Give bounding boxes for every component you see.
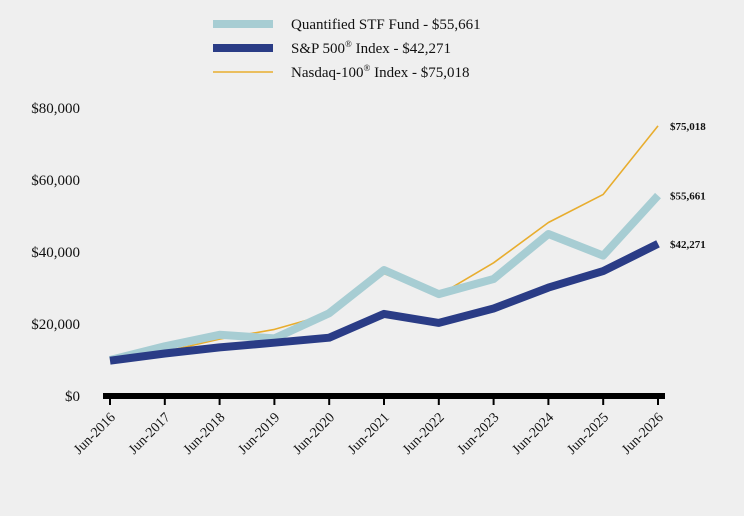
y-tick-label: $60,000 bbox=[31, 173, 80, 189]
y-tick-label: $40,000 bbox=[31, 245, 80, 261]
legend-label-2: Nasdaq-100® Index - $75,018 bbox=[291, 63, 469, 81]
x-tick-label: Jun-2017 bbox=[126, 410, 173, 457]
x-tick-label: Jun-2019 bbox=[236, 410, 283, 457]
end-label-2: $75,018 bbox=[670, 121, 706, 133]
y-tick-label: $0 bbox=[65, 389, 80, 405]
y-tick-label: $80,000 bbox=[31, 101, 80, 117]
x-axis: Jun-2016 Jun-2017 Jun-2018 Jun-2019 Jun-2020… bbox=[71, 393, 667, 458]
x-tick-label: Jun-2022 bbox=[400, 410, 447, 457]
plot-area bbox=[109, 125, 661, 365]
x-tick-label: Jun-2026 bbox=[619, 410, 666, 457]
x-tick-label: Jun-2018 bbox=[181, 410, 228, 457]
x-tick-label: Jun-2023 bbox=[455, 410, 502, 457]
x-tick-label: Jun-2021 bbox=[345, 410, 392, 457]
end-label-0: $55,661 bbox=[670, 191, 706, 203]
x-tick-label: Jun-2016 bbox=[71, 410, 118, 457]
legend-label-1: S&P 500® Index - $42,271 bbox=[291, 39, 451, 57]
x-tick-label: Jun-2025 bbox=[565, 410, 612, 457]
legend: Quantified STF Fund - $55,661 S&P 500® In… bbox=[213, 17, 481, 81]
end-label-1: $42,271 bbox=[670, 239, 706, 251]
x-tick-label: Jun-2020 bbox=[291, 410, 338, 457]
x-tick-label: Jun-2024 bbox=[510, 410, 557, 457]
y-axis: $0 $20,000 $40,000 $60,000 $80,000 bbox=[31, 101, 80, 405]
end-labels: $55,661 $42,271 $75,018 bbox=[670, 121, 706, 251]
y-tick-label: $20,000 bbox=[31, 317, 80, 333]
legend-label-0: Quantified STF Fund - $55,661 bbox=[291, 17, 481, 33]
